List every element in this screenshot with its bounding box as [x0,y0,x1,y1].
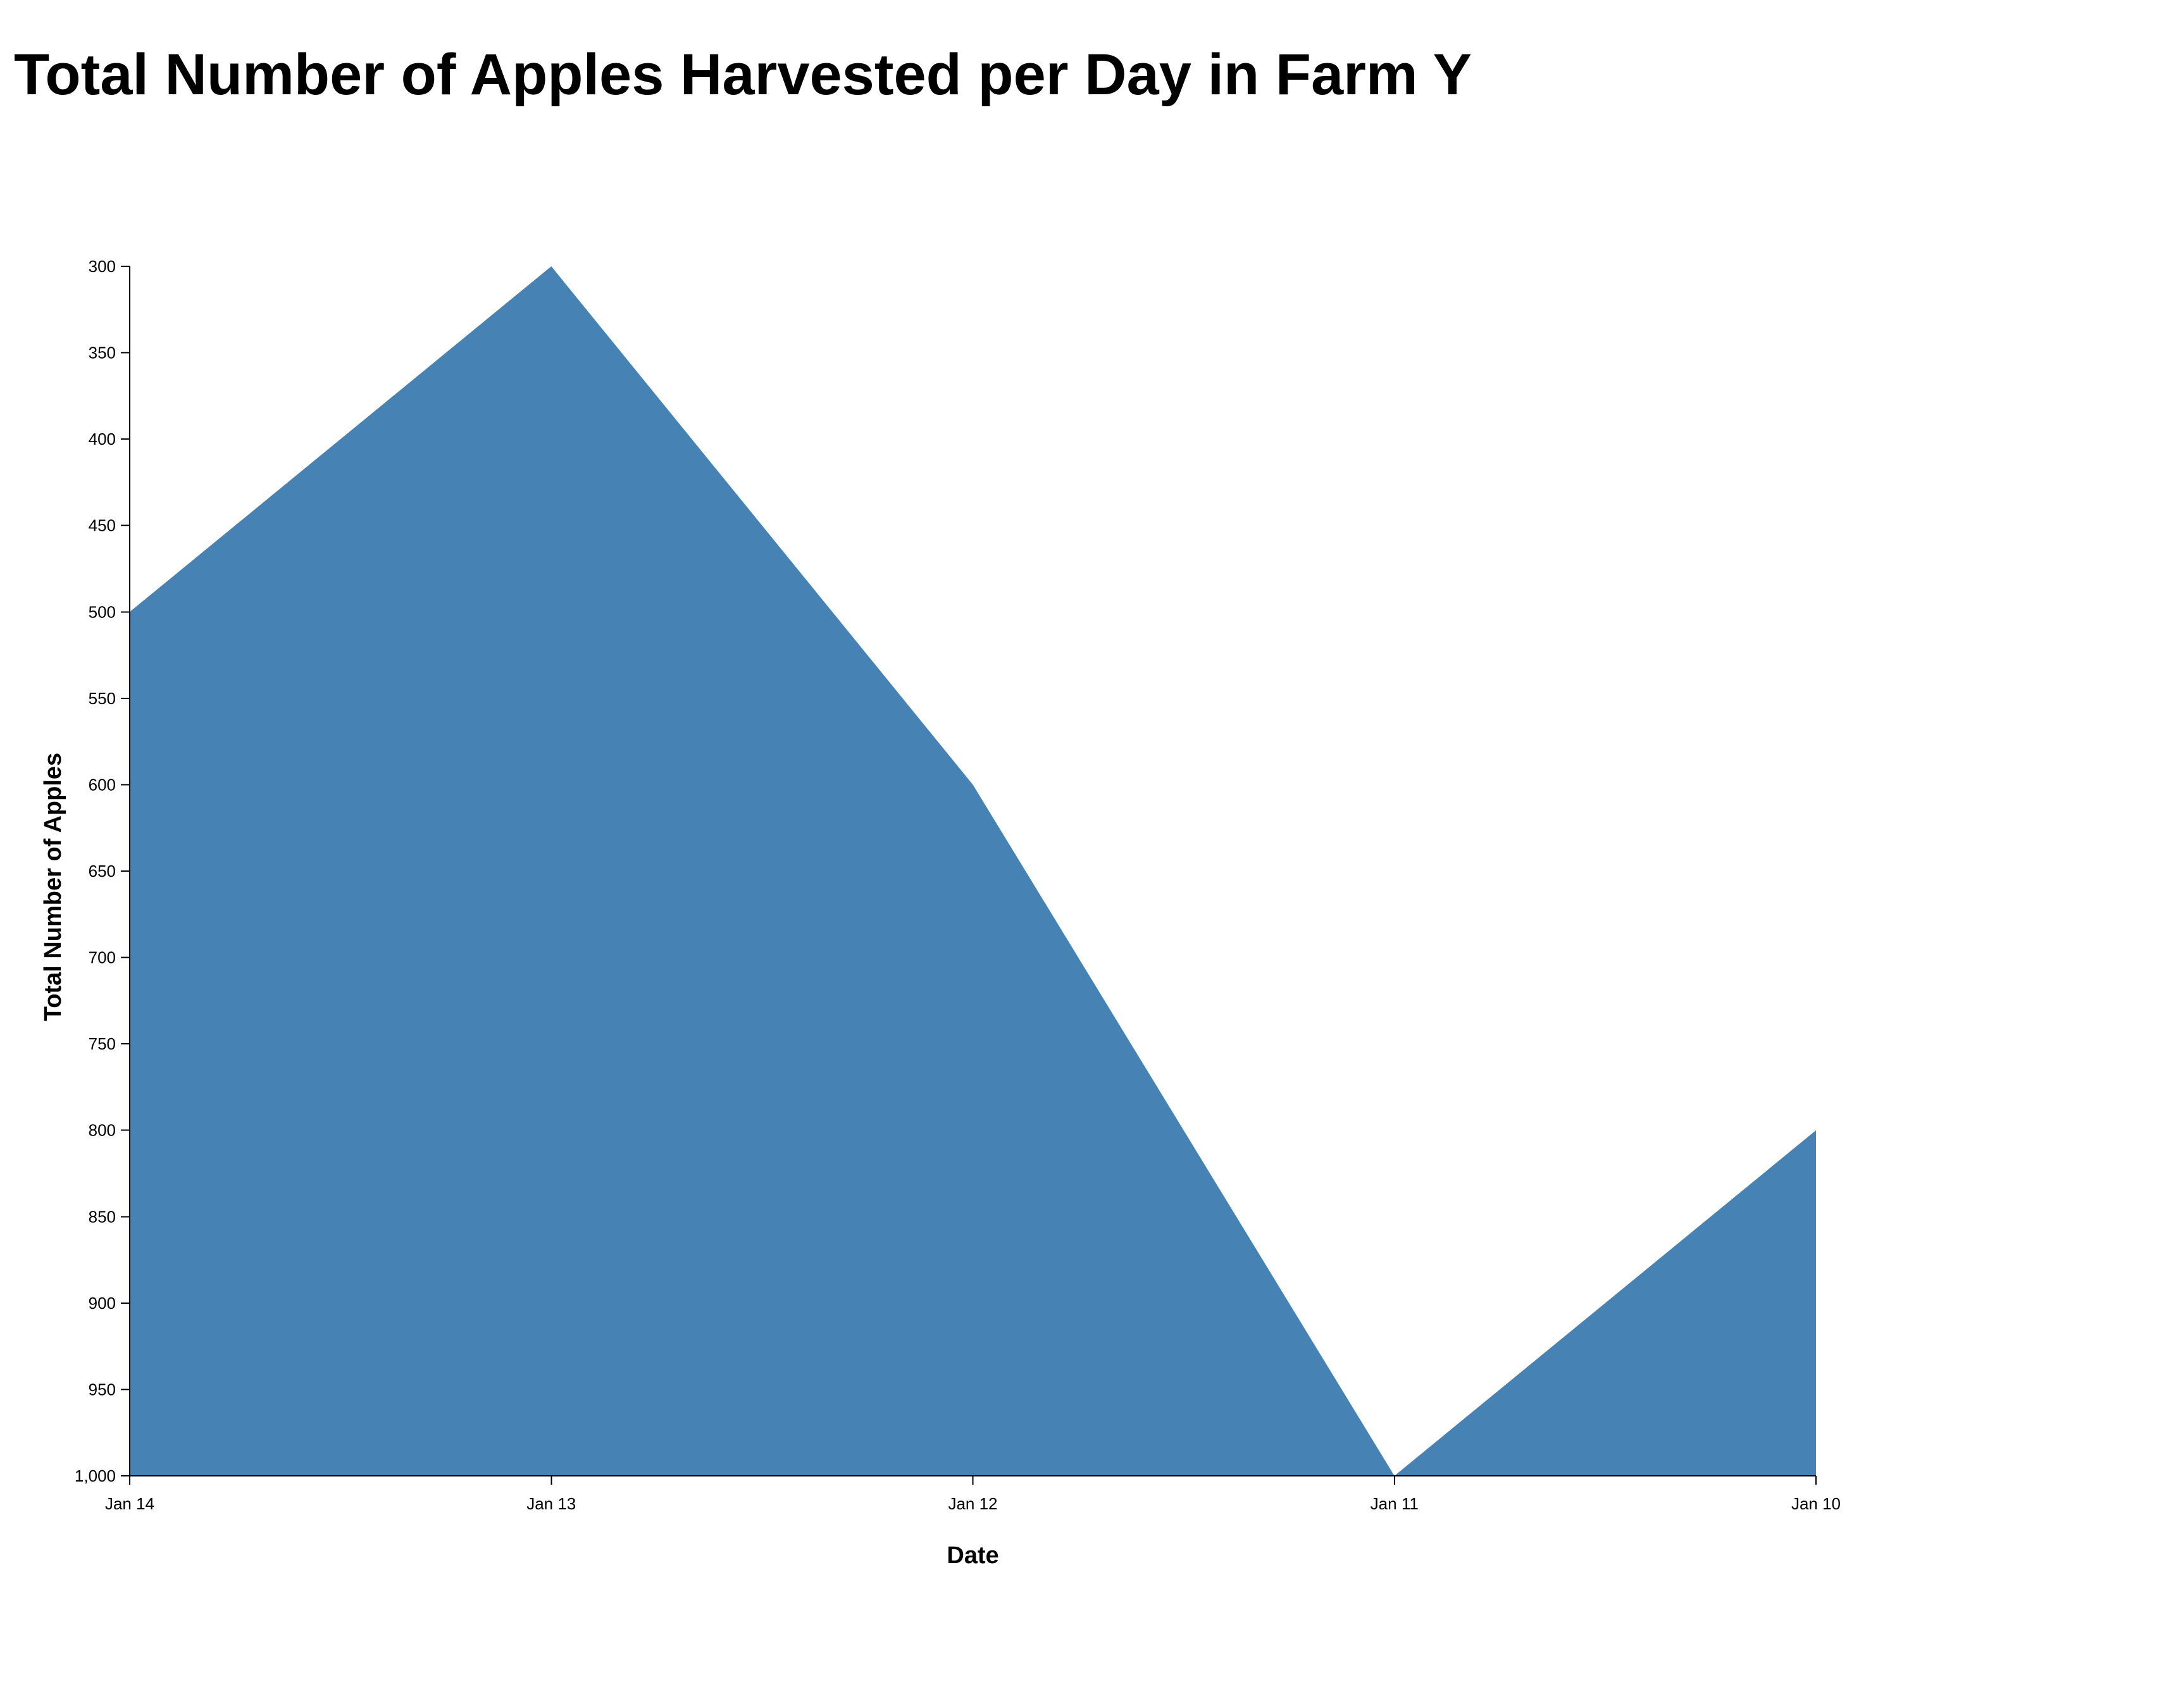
x-tick-label: Jan 10 [1791,1494,1841,1513]
x-axis: Jan 14 Jan 13 Jan 12 Jan 11 Jan 10 [105,1475,1841,1513]
y-axis: 300 350 400 450 500 550 600 650 700 750 800 850 900 9… [75,257,130,1485]
y-tick-label: 500 [89,602,116,621]
y-tick-label: 800 [89,1121,116,1140]
area-series [130,266,1816,1476]
chart-title: Total Number of Apples Harvested per Day… [14,42,1472,107]
y-tick-label: 700 [89,948,116,967]
x-tick-label: Jan 14 [105,1494,154,1513]
y-tick-label: 750 [89,1034,116,1053]
y-tick-label: 850 [89,1207,116,1226]
y-tick-label: 1,000 [75,1466,116,1485]
y-tick-label: 350 [89,343,116,362]
plot-area [130,266,1816,1476]
y-axis-title: Total Number of Apples [40,753,66,1021]
y-tick-label: 900 [89,1294,116,1313]
y-tick-label: 450 [89,516,116,535]
y-tick-label: 650 [89,862,116,881]
y-tick-label: 550 [89,689,116,708]
x-axis-title: Date [947,1542,998,1569]
y-tick-label: 600 [89,775,116,794]
y-tick-label: 400 [89,430,116,449]
x-tick-label: Jan 11 [1371,1494,1419,1513]
y-tick-label: 950 [89,1380,116,1399]
x-tick-label: Jan 13 [526,1494,576,1513]
x-tick-label: Jan 12 [948,1494,997,1513]
y-tick-label: 300 [89,257,116,276]
